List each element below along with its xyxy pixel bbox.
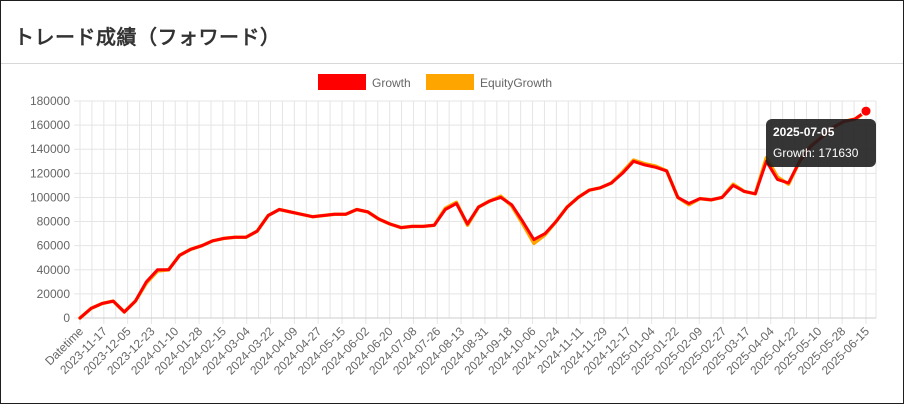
y-tick-label: 0 <box>63 311 70 325</box>
tooltip: 2025-07-05 Growth: 171630 <box>766 119 876 167</box>
tooltip-title: 2025-07-05 <box>773 125 835 139</box>
y-tick-label: 100000 <box>30 190 70 204</box>
y-tick-label: 20000 <box>37 287 71 301</box>
y-tick-label: 60000 <box>37 239 71 253</box>
y-tick-label: 120000 <box>30 166 70 180</box>
y-axis: 0 20000 40000 60000 80000 100000 120000 140000 1… <box>30 94 70 325</box>
legend-swatch-equitygrowth <box>426 74 474 90</box>
tooltip-background <box>766 119 876 167</box>
y-tick-label: 180000 <box>30 94 70 108</box>
page-title: トレード成績（フォワード） <box>14 25 281 49</box>
y-tick-label: 140000 <box>30 142 70 156</box>
tooltip-body: Growth: 171630 <box>773 146 859 160</box>
legend-item-growth[interactable]: Growth <box>318 74 411 90</box>
legend-swatch-growth <box>318 74 366 90</box>
series-lines <box>78 105 872 320</box>
y-tick-label: 40000 <box>37 263 71 277</box>
series-line-growth <box>78 109 868 320</box>
x-axis: Datetime2023-11-172023-12-052023-12-2320… <box>42 324 872 378</box>
legend-item-equitygrowth[interactable]: EquityGrowth <box>426 74 552 90</box>
title-divider <box>1 63 903 64</box>
legend-label-growth: Growth <box>372 76 411 90</box>
y-tick-label: 160000 <box>30 118 70 132</box>
legend-label-equitygrowth: EquityGrowth <box>480 76 552 90</box>
y-tick-label: 80000 <box>37 215 71 229</box>
grid <box>74 100 877 324</box>
active-point <box>860 105 872 117</box>
legend: Growth EquityGrowth <box>318 74 552 90</box>
